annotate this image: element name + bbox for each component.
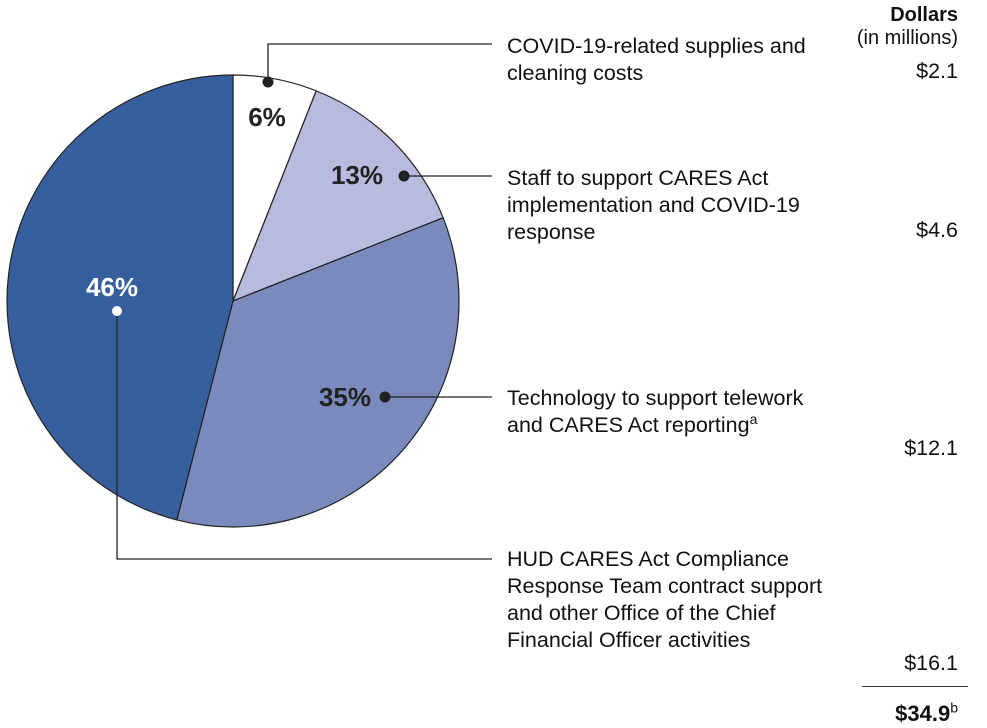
percent-label: 46% bbox=[86, 272, 138, 302]
pie-slice bbox=[6, 74, 234, 521]
category-label: Staff to support CARES Act implementatio… bbox=[507, 165, 827, 246]
column-subheader: (in millions) bbox=[856, 27, 958, 49]
category-label: HUD CARES Act Compliance Response Team c… bbox=[507, 546, 827, 654]
footnote-marker: a bbox=[749, 410, 758, 427]
total-value: $34.9 bbox=[895, 701, 951, 726]
leader-line bbox=[267, 43, 492, 82]
dollar-amount: $2.1 bbox=[916, 59, 958, 83]
leader-dot bbox=[262, 76, 274, 88]
pie-slice bbox=[231, 90, 444, 303]
leader-dot bbox=[398, 170, 410, 182]
category-text: Staff to support CARES Act implementatio… bbox=[507, 166, 800, 244]
total-note: b bbox=[950, 699, 958, 716]
column-header: Dollars bbox=[890, 4, 958, 26]
category-label: COVID-19-related supplies and cleaning c… bbox=[507, 33, 827, 87]
dollar-amount: $4.6 bbox=[916, 218, 958, 242]
total: $34.9b bbox=[895, 701, 958, 727]
pie-slice bbox=[176, 217, 460, 528]
leader-dot bbox=[379, 391, 391, 403]
percent-label: 6% bbox=[248, 102, 286, 132]
dollar-amount: $12.1 bbox=[904, 436, 958, 460]
category-text: Technology to support telework and CARES… bbox=[507, 386, 804, 437]
leader-line bbox=[116, 311, 492, 560]
category-text: COVID-19-related supplies and cleaning c… bbox=[507, 34, 806, 85]
percent-label: 35% bbox=[319, 382, 371, 412]
category-text: HUD CARES Act Compliance Response Team c… bbox=[507, 547, 823, 652]
leader-dot bbox=[112, 306, 122, 316]
total-rule bbox=[862, 686, 968, 687]
dollar-amount: $16.1 bbox=[904, 651, 958, 675]
category-label: Technology to support telework and CARES… bbox=[507, 385, 827, 439]
percent-label: 13% bbox=[331, 160, 383, 190]
